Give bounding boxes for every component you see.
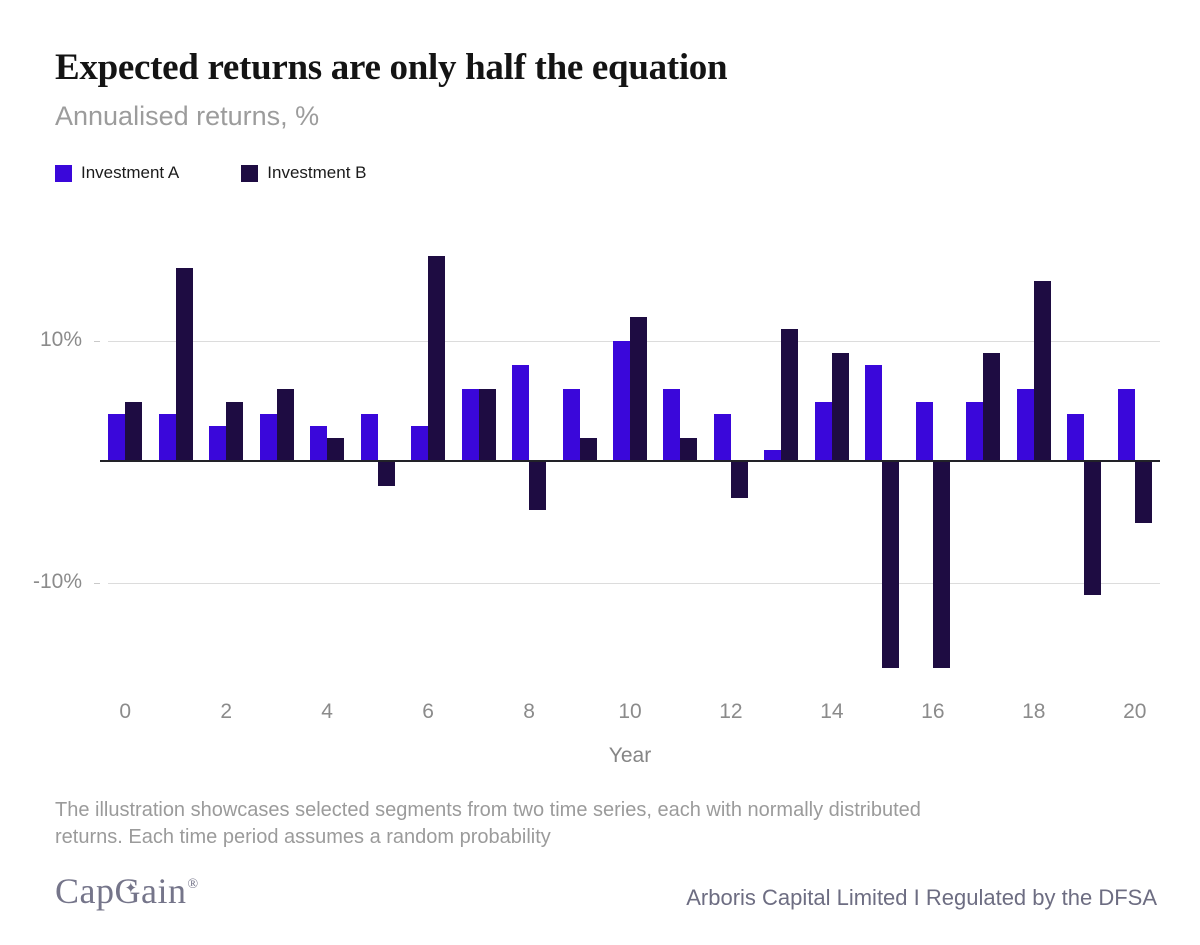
logo-text: Cap — [55, 871, 115, 911]
bar-investment-b — [781, 328, 799, 462]
legend-swatch-investment-a — [55, 164, 72, 182]
x-tick-label: 14 — [820, 700, 844, 723]
y-axis-tick-label: 10% — [39, 328, 82, 351]
x-tick-label: 20 — [1123, 700, 1147, 723]
x-tick-label: 2 — [220, 700, 233, 723]
bar-investment-b — [579, 437, 597, 462]
footnote-line: The illustration showcases selected segm… — [55, 799, 921, 821]
bar-investment-b — [377, 462, 395, 487]
bar-investment-b — [1134, 462, 1152, 523]
chart-footnote: The illustration showcases selected segm… — [55, 797, 1115, 851]
logo-text: ain — [141, 871, 187, 911]
y-axis-tick — [94, 583, 100, 584]
legend-item-investment-a: Investment A — [55, 163, 179, 183]
sparkle-icon: ✦ — [124, 881, 138, 897]
gridline-minus-10 — [108, 583, 1160, 584]
x-axis-title: Year — [608, 744, 652, 767]
bar-investment-a — [1117, 389, 1135, 462]
bar-investment-a — [865, 365, 883, 462]
legend-item-investment-b: Investment B — [241, 163, 367, 183]
bar-investment-a — [411, 425, 429, 462]
chart-legend: Investment A Investment B — [55, 163, 367, 183]
bar-investment-b — [478, 389, 496, 462]
plot-area — [94, 240, 1160, 680]
bar-chart: 10% -10% 0 2 4 6 8 10 12 14 16 18 20 Year — [33, 240, 1160, 800]
bar-investment-a — [360, 413, 378, 462]
regulatory-disclaimer: Arboris Capital Limited I Regulated by t… — [686, 885, 1157, 910]
bar-investment-b — [1084, 462, 1102, 596]
y-axis-tick-label: -10% — [32, 570, 82, 593]
x-tick-label: 4 — [321, 700, 333, 723]
x-tick-label: 0 — [119, 700, 132, 723]
bar-investment-b — [680, 437, 698, 462]
chart-subtitle: Annualised returns, % — [55, 101, 320, 131]
legend-swatch-investment-b — [241, 164, 259, 182]
bar-investment-b — [1033, 280, 1051, 462]
legend-label: Investment A — [81, 163, 180, 182]
bar-investment-a — [1016, 389, 1034, 462]
brand-logo: CapG ✦ ain® — [55, 870, 199, 912]
footnote-line: returns. Each time period assumes a rand… — [55, 826, 551, 848]
bar-investment-b — [529, 462, 547, 511]
logo-letter-g: G ✦ — [114, 871, 141, 911]
bar-investment-a — [613, 341, 630, 462]
bar-investment-a — [259, 413, 277, 462]
bar-investment-b — [327, 437, 345, 462]
bar-investment-a — [713, 413, 731, 462]
bar-investment-a — [663, 389, 681, 462]
bar-investment-b — [831, 353, 849, 462]
bar-investment-b — [730, 462, 748, 499]
bar-investment-a — [562, 389, 580, 462]
bar-investment-b — [630, 316, 647, 462]
bar-investment-b — [882, 462, 900, 668]
bar-investment-a — [209, 425, 227, 462]
bar-investment-a — [764, 449, 782, 462]
bar-investment-b — [175, 268, 193, 462]
bar-investment-a — [814, 401, 832, 462]
y-axis-tick — [94, 341, 100, 342]
bar-investment-a — [158, 413, 176, 462]
bar-investment-b — [428, 256, 446, 462]
bar-investment-a — [461, 389, 479, 462]
registered-trademark-icon: ® — [187, 877, 199, 892]
bar-investment-a — [108, 413, 126, 462]
bar-investment-a — [915, 401, 933, 462]
x-tick-label: 18 — [1022, 700, 1046, 723]
bar-investment-b — [276, 389, 294, 462]
bar-investment-b — [983, 353, 1001, 462]
x-tick-label: 6 — [422, 700, 434, 723]
bar-investment-a — [310, 425, 328, 462]
bar-investment-a — [1067, 413, 1085, 462]
x-axis-baseline — [100, 460, 1160, 462]
x-tick-label: 10 — [618, 700, 642, 723]
page-title: Expected returns are only half the equat… — [55, 47, 728, 88]
legend-label: Investment B — [267, 163, 367, 182]
bar-investment-a — [512, 365, 530, 462]
x-tick-label: 16 — [921, 700, 945, 723]
bar-investment-b — [125, 401, 143, 462]
bar-investment-a — [966, 401, 984, 462]
x-tick-label: 8 — [523, 700, 535, 723]
bar-investment-b — [932, 462, 950, 668]
x-tick-label: 12 — [719, 700, 743, 723]
bar-investment-b — [226, 401, 244, 462]
